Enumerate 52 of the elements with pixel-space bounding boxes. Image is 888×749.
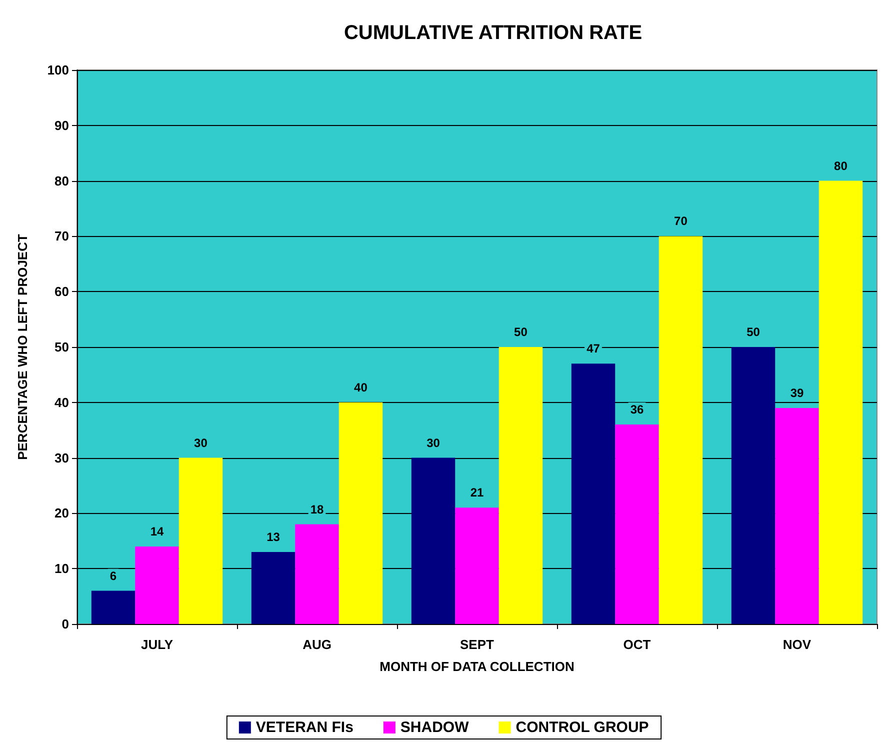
bar: [338, 402, 383, 624]
y-tick-label: 30: [54, 450, 69, 466]
y-tick-label: 50: [54, 340, 69, 354]
x-tick-label: JULY: [140, 637, 174, 652]
y-tick-label: 0: [62, 616, 69, 632]
legend-label: VETERAN FIs: [256, 719, 354, 736]
y-tick-label: 10: [54, 561, 69, 576]
data-label: 13: [266, 530, 280, 544]
legend-label: SHADOW: [400, 719, 470, 736]
data-label: 50: [746, 325, 760, 339]
bar: [135, 546, 179, 624]
data-label: 39: [790, 386, 804, 400]
bar: [615, 424, 659, 624]
x-tick-label: SEPT: [460, 637, 494, 652]
x-tick-label: OCT: [623, 637, 651, 652]
data-label: 40: [354, 380, 368, 394]
bar: [775, 408, 819, 624]
y-tick-label: 40: [54, 394, 69, 410]
y-tick-label: 100: [47, 62, 69, 78]
x-axis-title: MONTH OF DATA COLLECTION: [380, 659, 574, 674]
y-axis-title: PERCENTAGE WHO LEFT PROJECT: [15, 234, 30, 460]
y-tick-label: 20: [54, 506, 69, 521]
bar: [251, 552, 296, 624]
data-label: 70: [674, 214, 688, 228]
bar: [455, 508, 499, 624]
data-label: 36: [630, 402, 644, 417]
data-label: 47: [586, 342, 600, 356]
y-tick-label: 80: [54, 173, 69, 188]
data-label: 30: [426, 436, 440, 450]
data-label: 14: [150, 524, 164, 538]
bar: [818, 180, 863, 624]
legend-label: CONTROL GROUP: [516, 719, 649, 736]
data-label: 18: [310, 502, 324, 516]
y-tick-label: 90: [54, 118, 69, 133]
bar: [658, 236, 703, 624]
bar: [295, 524, 339, 624]
y-tick-label: 70: [54, 228, 69, 244]
chart-title: CUMULATIVE ATTRITION RATE: [344, 22, 642, 44]
bar: [411, 458, 456, 624]
bar: [571, 364, 616, 624]
bar: [498, 347, 543, 624]
data-label: 50: [514, 325, 528, 339]
data-label: 30: [194, 436, 208, 450]
bar: [178, 458, 223, 624]
data-label: 6: [110, 568, 117, 583]
x-tick-label: AUG: [302, 637, 332, 652]
data-label: 21: [470, 486, 484, 500]
bar: [91, 590, 136, 624]
bar: [731, 347, 776, 624]
y-tick-label: 60: [54, 284, 69, 300]
data-label: 80: [834, 158, 848, 173]
x-tick-label: NOV: [782, 637, 812, 652]
